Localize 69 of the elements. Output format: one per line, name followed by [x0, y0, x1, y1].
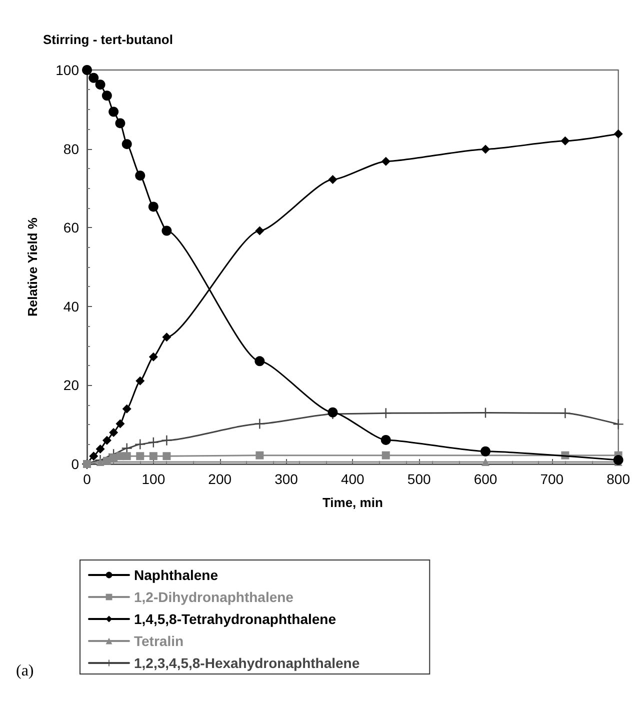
- text: (a): [16, 662, 34, 680]
- y-tick-label: 40: [63, 298, 80, 314]
- point: [148, 437, 158, 448]
- point: [108, 106, 119, 117]
- y-tick-label: 0: [71, 456, 80, 472]
- point: [109, 428, 118, 437]
- point: [82, 65, 92, 75]
- point: [328, 175, 338, 184]
- y-axis-title: Relative Yield %: [25, 217, 40, 316]
- x-tick-label: 600: [474, 471, 498, 487]
- x-tick-label: 800: [606, 471, 630, 487]
- point: [162, 226, 172, 236]
- point: [89, 452, 98, 461]
- point: [88, 72, 99, 83]
- point: [122, 404, 132, 414]
- point: [95, 80, 106, 90]
- point: [613, 419, 624, 430]
- point: [122, 452, 131, 460]
- point: [115, 118, 126, 128]
- x-axis-title: Time, min: [322, 495, 383, 510]
- point: [116, 419, 125, 428]
- point: [102, 436, 112, 445]
- point: [255, 226, 264, 236]
- y-tick-label: 20: [63, 377, 80, 394]
- point: [380, 408, 391, 418]
- point: [480, 144, 490, 154]
- point: [613, 455, 624, 466]
- point: [122, 139, 132, 150]
- point: [381, 156, 390, 166]
- point: [480, 446, 490, 456]
- point: [380, 434, 391, 445]
- point: [254, 356, 265, 366]
- point: [254, 418, 265, 429]
- point: [148, 202, 158, 212]
- x-tick-label: 200: [208, 471, 232, 487]
- y-tick-label: 60: [63, 220, 80, 236]
- point: [136, 452, 144, 460]
- point: [148, 352, 158, 362]
- legend-label: 1,4,5,8-Tetrahydronaphthalene: [134, 611, 336, 627]
- x-tick-label: 400: [340, 471, 365, 487]
- x-tick-label: 0: [83, 471, 92, 487]
- point: [149, 452, 158, 460]
- x-tick-label: 100: [142, 471, 166, 487]
- point: [162, 435, 172, 446]
- point: [135, 439, 146, 450]
- point: [96, 444, 105, 454]
- point: [162, 452, 171, 460]
- point: [560, 136, 570, 146]
- y-tick-label: 100: [56, 62, 80, 78]
- x-tick-label: 300: [274, 471, 298, 487]
- legend-label: 1,2,3,4,5,8-Hexahydronaphthalene: [134, 655, 360, 671]
- chart-title: Stirring - tert-butanol: [43, 32, 173, 47]
- legend-label: Naphthalene: [134, 567, 218, 583]
- point: [162, 332, 172, 342]
- point: [135, 170, 146, 181]
- point: [102, 90, 112, 101]
- legend-label: Tetralin: [134, 633, 184, 649]
- point: [614, 129, 623, 138]
- y-tick-label: 80: [63, 140, 80, 157]
- point: [122, 443, 132, 454]
- legend-label: 1,2-Dihydronaphthalene: [134, 589, 294, 605]
- point: [136, 376, 145, 386]
- x-tick-label: 700: [540, 471, 564, 487]
- point: [256, 451, 264, 460]
- point: [382, 451, 390, 460]
- point: [560, 408, 570, 418]
- point: [480, 408, 490, 418]
- x-tick-label: 500: [407, 471, 431, 487]
- point: [481, 458, 490, 466]
